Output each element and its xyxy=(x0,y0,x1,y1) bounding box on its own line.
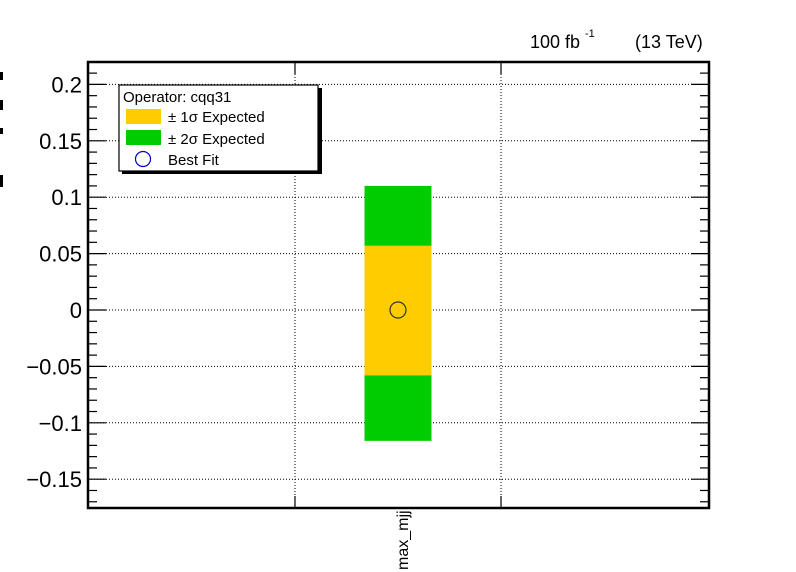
legend-label-best-fit: Best Fit xyxy=(168,152,220,169)
y-tick-label: −0.05 xyxy=(26,354,82,379)
x-category-label: max_mjj xyxy=(395,510,412,570)
y-tick-label: 0.05 xyxy=(39,242,82,267)
grid-lines xyxy=(88,62,709,508)
luminosity-value: 100 fb xyxy=(530,32,580,52)
best-fit-marker xyxy=(389,301,407,319)
plot-frame xyxy=(86,60,711,510)
y-axis-title-fragment xyxy=(0,72,3,187)
y-tick-label: 0.1 xyxy=(51,185,82,210)
luminosity-label: 100 fb -1 (13 TeV) xyxy=(530,28,703,52)
energy-label: (13 TeV) xyxy=(635,32,703,52)
legend-swatch-1sigma xyxy=(126,109,161,124)
limit-bands xyxy=(364,185,432,441)
legend-label-1sigma: ± 1σ Expected xyxy=(168,109,265,126)
y-axis-ticks: 0.2 0.15 0.1 0.05 0 −0.05 −0.1 −0.15 xyxy=(26,62,709,508)
y-tick-label: 0.15 xyxy=(39,129,82,154)
legend-box xyxy=(118,84,319,172)
plot-border xyxy=(86,60,711,510)
y-tick-label: −0.15 xyxy=(26,467,82,492)
luminosity-exponent: -1 xyxy=(585,28,595,40)
y-tick-label: −0.1 xyxy=(39,411,82,436)
y-tick-label: 0.2 xyxy=(51,72,82,97)
legend-title: Operator: cqq31 xyxy=(123,89,231,106)
y-tick-label: 0 xyxy=(70,298,82,323)
legend-swatch-2sigma xyxy=(126,130,161,145)
legend-marker-best-fit xyxy=(134,150,152,168)
legend-label-2sigma: ± 2σ Expected xyxy=(168,131,265,148)
legend: Operator: cqq31 ± 1σ Expected ± 2σ Expec… xyxy=(118,84,322,174)
band-1sigma xyxy=(364,245,432,376)
